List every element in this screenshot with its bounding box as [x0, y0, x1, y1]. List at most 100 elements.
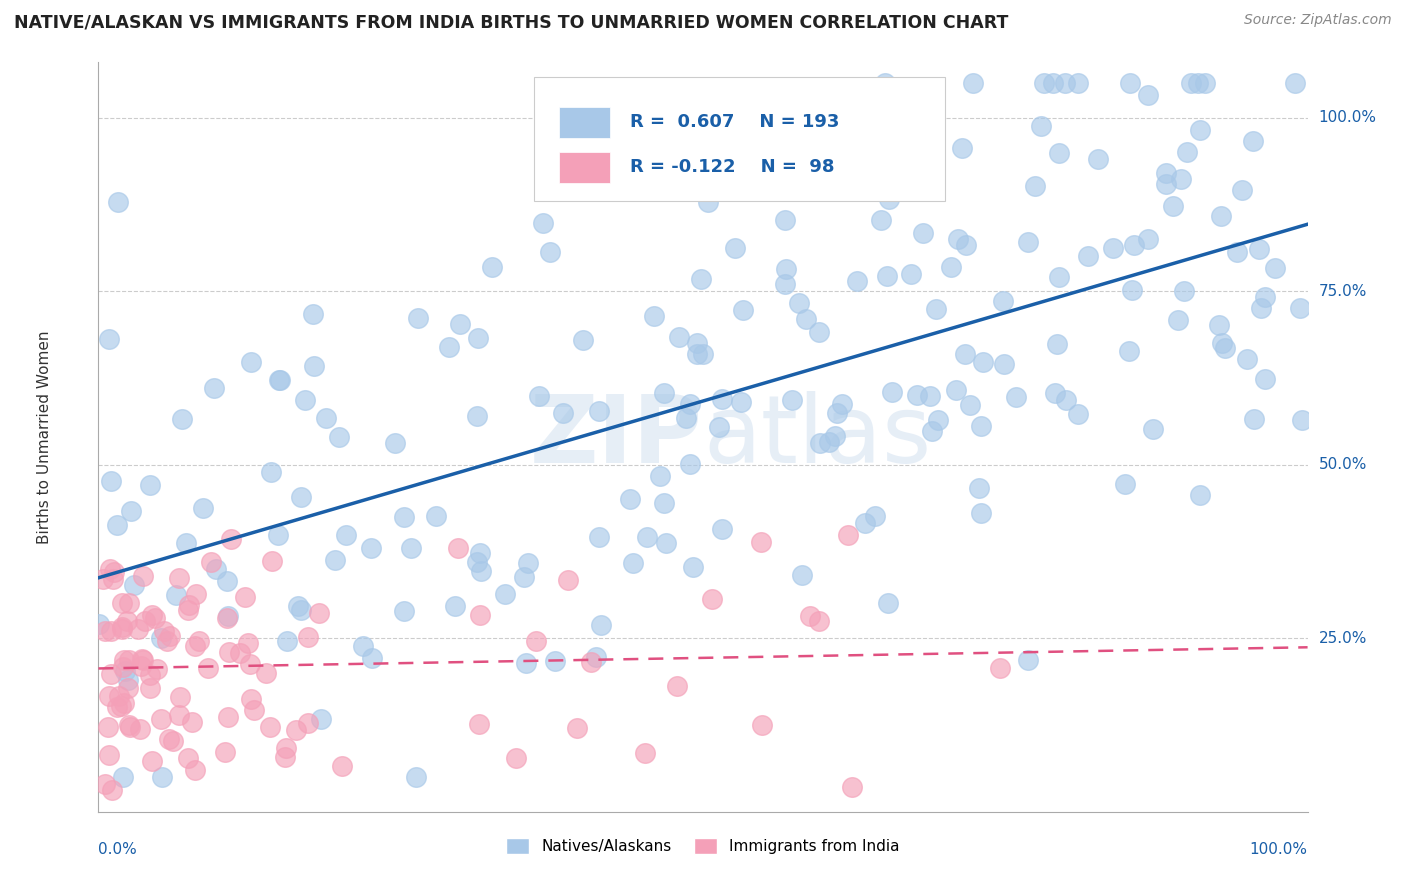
Point: [959, 398, 981, 412]
Point: [950, 141, 973, 155]
Point: [215, 611, 238, 625]
Point: [101, 572, 124, 586]
Point: [918, 389, 941, 403]
Point: [269, 373, 291, 387]
Point: [773, 277, 796, 291]
Point: [217, 574, 239, 588]
Point: [240, 691, 263, 706]
Point: [780, 392, 803, 407]
Point: [217, 609, 239, 624]
FancyBboxPatch shape: [560, 152, 610, 183]
Point: [98, 562, 121, 576]
Text: 0.0%: 0.0%: [98, 842, 138, 857]
Point: [392, 510, 415, 524]
Point: [654, 386, 676, 401]
Point: [588, 404, 610, 418]
Point: [205, 562, 228, 576]
Point: [1236, 351, 1258, 366]
Point: [1114, 477, 1136, 491]
Point: [841, 780, 863, 794]
Point: [643, 309, 665, 323]
Point: [301, 307, 323, 321]
Point: [229, 646, 252, 660]
Point: [360, 541, 382, 556]
Point: [724, 241, 747, 255]
Point: [1087, 152, 1109, 166]
Point: [1241, 134, 1264, 148]
Point: [1213, 341, 1236, 355]
Point: [1017, 235, 1039, 249]
Point: [1284, 76, 1306, 90]
Point: [1167, 313, 1189, 327]
Text: Source: ZipAtlas.com: Source: ZipAtlas.com: [1244, 13, 1392, 28]
Point: [184, 640, 207, 654]
Point: [679, 457, 702, 471]
Point: [129, 659, 152, 673]
Point: [1077, 249, 1099, 263]
Point: [200, 556, 222, 570]
Point: [117, 673, 139, 688]
Point: [330, 759, 353, 773]
Point: [115, 614, 138, 628]
Point: [97, 721, 120, 735]
Point: [650, 469, 672, 483]
Point: [467, 331, 489, 345]
Point: [285, 723, 308, 737]
Point: [1170, 172, 1192, 186]
Point: [1017, 653, 1039, 667]
Point: [150, 631, 173, 645]
Point: [912, 226, 935, 240]
Point: [191, 501, 214, 516]
Point: [254, 665, 277, 680]
Point: [177, 603, 200, 617]
Text: R = -0.122    N =  98: R = -0.122 N = 98: [630, 159, 835, 177]
Point: [465, 556, 488, 570]
Point: [551, 406, 574, 420]
Point: [392, 604, 415, 618]
Point: [1032, 76, 1054, 90]
Point: [100, 667, 122, 681]
Point: [1136, 232, 1159, 246]
Point: [315, 411, 337, 425]
Point: [110, 699, 132, 714]
Point: [328, 430, 350, 444]
Point: [775, 262, 797, 277]
Text: 75.0%: 75.0%: [1319, 284, 1367, 299]
Point: [112, 697, 135, 711]
Point: [91, 572, 114, 586]
Point: [1209, 210, 1232, 224]
Point: [808, 436, 831, 450]
Point: [1067, 407, 1090, 421]
Point: [787, 295, 810, 310]
Point: [100, 474, 122, 488]
Point: [749, 535, 772, 549]
Point: [120, 719, 142, 733]
Point: [588, 530, 610, 544]
Point: [127, 622, 149, 636]
Point: [1156, 166, 1178, 180]
Point: [143, 611, 166, 625]
Point: [955, 237, 977, 252]
Point: [1046, 336, 1069, 351]
Point: [824, 428, 846, 442]
Point: [111, 659, 134, 673]
Point: [172, 411, 194, 425]
Point: [751, 718, 773, 732]
Point: [239, 354, 262, 368]
Point: [579, 655, 602, 669]
Point: [831, 397, 853, 411]
Point: [794, 311, 817, 326]
Point: [875, 76, 897, 90]
Point: [157, 731, 180, 746]
Point: [1173, 284, 1195, 298]
Point: [1054, 393, 1077, 408]
Point: [905, 387, 928, 401]
Point: [94, 624, 117, 638]
Text: 50.0%: 50.0%: [1319, 458, 1367, 473]
Point: [141, 754, 163, 768]
Point: [267, 528, 290, 542]
Point: [259, 720, 281, 734]
Point: [309, 712, 332, 726]
Point: [557, 573, 579, 587]
Point: [269, 373, 291, 387]
